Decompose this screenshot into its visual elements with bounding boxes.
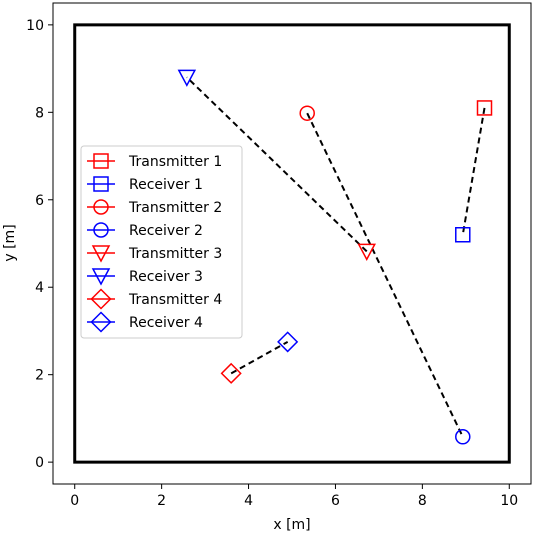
x-tick-label: 2	[157, 493, 166, 509]
legend-label: Transmitter 2	[128, 200, 222, 216]
legend-marker	[93, 176, 109, 192]
legend-marker	[93, 222, 109, 238]
legend-item: Receiver 4	[87, 311, 203, 333]
legend-item: Receiver 2	[87, 222, 203, 239]
x-tick-label: 10	[500, 493, 518, 509]
y-tick-label: 2	[35, 368, 44, 384]
marker-receiver-1	[455, 227, 471, 243]
legend-box	[80, 145, 243, 339]
legend-label: Receiver 2	[129, 223, 203, 239]
legend-marker	[93, 199, 109, 215]
links-layer	[186, 76, 486, 438]
legend-label: Receiver 4	[129, 315, 203, 331]
legend-item: Receiver 3	[87, 268, 203, 286]
marker-receiver-2	[455, 429, 471, 445]
x-tick-label: 0	[70, 493, 79, 509]
legend-item: Transmitter 1	[87, 153, 222, 170]
link-transmitter-3-to-receiver-3	[186, 76, 368, 253]
marker-transmitter-4	[220, 362, 242, 384]
legend-label: Transmitter 4	[128, 292, 222, 308]
x-tick-label: 4	[244, 493, 253, 509]
link-transmitter-1-to-receiver-1	[461, 107, 486, 235]
legend-item: Transmitter 2	[87, 199, 222, 216]
y-tick-label: 0	[35, 455, 44, 471]
marker-receiver-3	[177, 69, 197, 87]
y-tick-label: 4	[35, 280, 44, 296]
room-boundary	[73, 23, 511, 464]
x-tick-label: 6	[331, 493, 340, 509]
legend-marker	[90, 288, 112, 310]
legend-marker	[91, 245, 111, 263]
legend-label: Receiver 3	[129, 269, 203, 285]
legend-item: Transmitter 3	[87, 245, 222, 263]
y-tick-label: 10	[26, 18, 44, 34]
legend-label: Transmitter 1	[128, 154, 222, 170]
legend-marker	[93, 153, 109, 169]
marker-transmitter-1	[476, 100, 493, 116]
y-tick-label: 6	[35, 193, 44, 209]
y-tick-label: 8	[35, 105, 44, 121]
markers-layer	[177, 69, 493, 445]
axes-layer: 0 2 4 6 8 10 0 2 4 6 8 10	[26, 18, 518, 509]
link-transmitter-4-to-receiver-4	[230, 341, 289, 375]
marker-transmitter-2	[299, 105, 315, 121]
legend-label: Transmitter 3	[128, 246, 222, 262]
marker-transmitter-3	[357, 243, 376, 261]
legend-label: Receiver 1	[129, 177, 203, 193]
room-layer	[73, 23, 511, 464]
legend-marker	[90, 311, 112, 333]
y-axis-label: y [m]	[2, 224, 18, 261]
legend-item: Transmitter 4	[87, 288, 222, 310]
x-tick-label: 8	[418, 493, 427, 509]
marker-receiver-4	[277, 331, 299, 353]
legend-item: Receiver 1	[87, 176, 203, 193]
legend-marker	[91, 268, 111, 286]
legend: Transmitter 1 Receiver 1 Transmitter 2 Rece…	[80, 145, 243, 339]
x-axis-label: x [m]	[273, 517, 310, 533]
